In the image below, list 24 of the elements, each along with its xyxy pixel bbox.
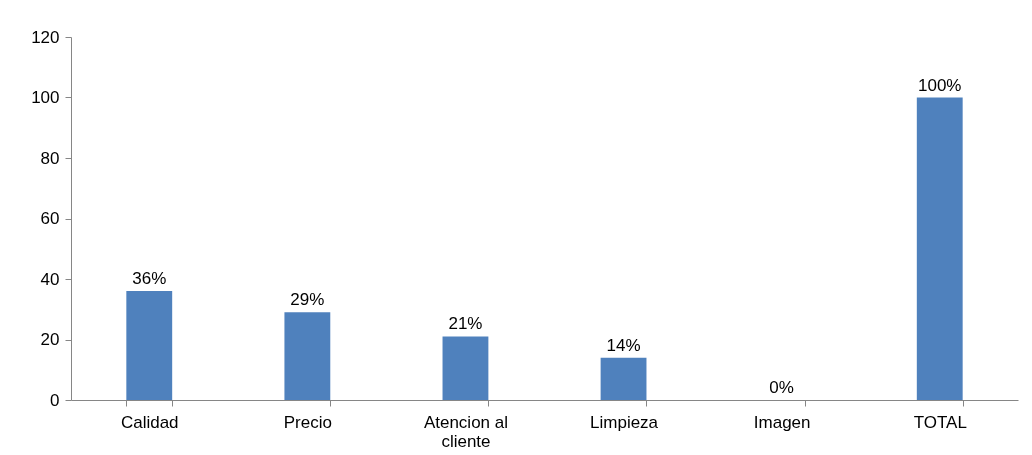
bar bbox=[600, 357, 647, 400]
y-tick-label: 60 bbox=[40, 209, 60, 228]
data-label: 29% bbox=[290, 290, 325, 310]
y-tick-label: 120 bbox=[31, 27, 60, 47]
x-tick-label: Atencion al cliente bbox=[423, 412, 509, 451]
x-tick-label: Imagen bbox=[753, 412, 811, 432]
data-label: 100% bbox=[918, 75, 962, 95]
y-tick-label: 0 bbox=[50, 390, 60, 410]
y-tick-label: 80 bbox=[40, 148, 60, 168]
bar bbox=[916, 97, 963, 400]
data-label: 14% bbox=[606, 335, 641, 355]
bar bbox=[284, 312, 331, 400]
x-tick-label: Limpieza bbox=[590, 412, 659, 432]
x-tick-label: TOTAL bbox=[913, 412, 967, 432]
y-tick-label: 20 bbox=[40, 330, 60, 349]
y-tick-label: 100 bbox=[31, 88, 60, 107]
data-label: 21% bbox=[448, 314, 483, 334]
x-tick-label: Calidad bbox=[120, 412, 179, 432]
data-label: 0% bbox=[769, 378, 794, 397]
x-tick-label: Precio bbox=[283, 412, 332, 432]
y-tick-label: 40 bbox=[40, 269, 60, 289]
bar bbox=[442, 336, 489, 400]
data-label: 36% bbox=[132, 269, 167, 289]
bar bbox=[126, 291, 173, 400]
